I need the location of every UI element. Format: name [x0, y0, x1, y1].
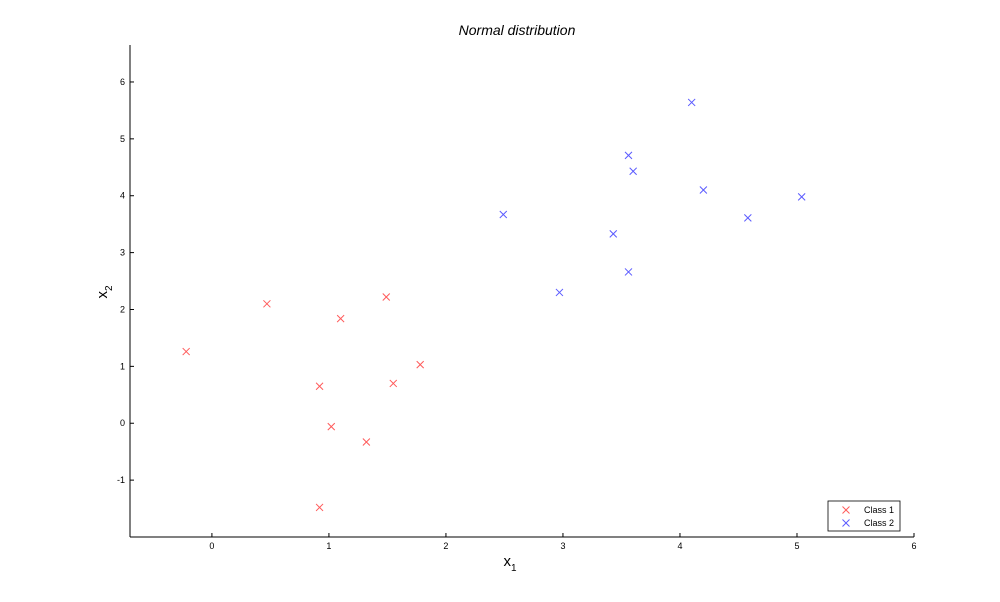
data-point-series-1	[263, 299, 271, 308]
x-tick-label: 0	[209, 541, 214, 551]
x-tick-label: 6	[911, 541, 916, 551]
y-axis-label: x2	[94, 285, 115, 299]
data-point-series-1	[382, 293, 391, 301]
y-tick-label: 6	[120, 77, 125, 87]
marker-stroke	[555, 288, 564, 297]
marker-stroke	[499, 210, 508, 219]
y-tick-label: 3	[120, 248, 125, 258]
data-point-series-2	[609, 229, 618, 238]
marker-stroke	[182, 347, 191, 356]
x-tick-label: 1	[326, 541, 331, 551]
legend: Class 1 Class 2	[827, 500, 901, 532]
marker-stroke	[382, 293, 391, 301]
data-point-series-2	[699, 186, 708, 194]
y-tick-label: -1	[117, 475, 125, 485]
data-point-series-1	[315, 382, 324, 391]
y-tick-label: 0	[120, 418, 125, 428]
y-tick-label: 4	[120, 191, 125, 201]
marker-stroke	[336, 314, 345, 323]
marker-stroke	[624, 151, 633, 160]
y-tick-label: 5	[120, 134, 125, 144]
marker-stroke	[629, 167, 638, 176]
data-point-series-2	[624, 151, 633, 160]
x-tick-label: 5	[794, 541, 799, 551]
data-point-series-1	[362, 438, 371, 446]
data-point-series-2	[624, 268, 633, 276]
data-point-series-2	[743, 214, 752, 222]
data-point-series-1	[315, 503, 324, 512]
data-point-series-1	[327, 422, 336, 431]
marker-stroke	[797, 193, 806, 201]
data-point-series-2	[629, 167, 638, 176]
data-point-series-1	[182, 347, 191, 356]
marker-stroke	[263, 299, 271, 308]
x-axis-label-sub: 1	[511, 563, 517, 574]
legend-label: Class 2	[864, 518, 894, 528]
legend-marker	[842, 506, 850, 514]
chart-title: Normal distribution	[459, 22, 576, 38]
data-point-series-1	[336, 314, 345, 323]
marker-stroke	[327, 422, 336, 431]
x-tick-label: 3	[560, 541, 565, 551]
marker-stroke	[743, 214, 752, 222]
marker-stroke	[315, 503, 324, 512]
marker-stroke	[362, 438, 371, 446]
legend-item-series-2: Class 2	[842, 518, 894, 528]
marker-stroke	[624, 268, 633, 276]
data-point-series-2	[499, 210, 508, 219]
y-axis-label-sub: 2	[104, 285, 115, 291]
marker-stroke	[609, 229, 618, 238]
x-tick-label: 4	[677, 541, 682, 551]
y-tick-label: 1	[120, 361, 125, 371]
marker-stroke	[699, 186, 708, 194]
marker-stroke	[315, 382, 324, 391]
data-point-series-2	[797, 193, 806, 201]
marker-stroke	[416, 360, 425, 369]
data-point-series-1	[389, 379, 398, 388]
x-axis-label-base: x	[503, 553, 511, 570]
marker-stroke	[687, 98, 696, 107]
legend-item-series-1: Class 1	[842, 505, 894, 515]
plot-axes	[129, 45, 914, 538]
y-tick-label: 2	[120, 304, 125, 314]
x-axis-ticks: 0 1 2 3 4 5 6	[209, 533, 917, 551]
data-points	[182, 98, 806, 512]
legend-box	[827, 500, 901, 532]
y-axis-ticks: -1 0 1 2 3 4 5 6	[117, 77, 134, 485]
x-tick-label: 2	[443, 541, 448, 551]
data-point-series-1	[416, 360, 425, 369]
data-point-series-2	[555, 288, 564, 297]
marker-stroke	[389, 379, 398, 388]
y-axis-label-base: x	[94, 291, 111, 299]
legend-marker	[842, 519, 850, 527]
x-axis-label: x1	[503, 553, 517, 574]
legend-label: Class 1	[864, 505, 894, 515]
data-point-series-2	[687, 98, 696, 107]
